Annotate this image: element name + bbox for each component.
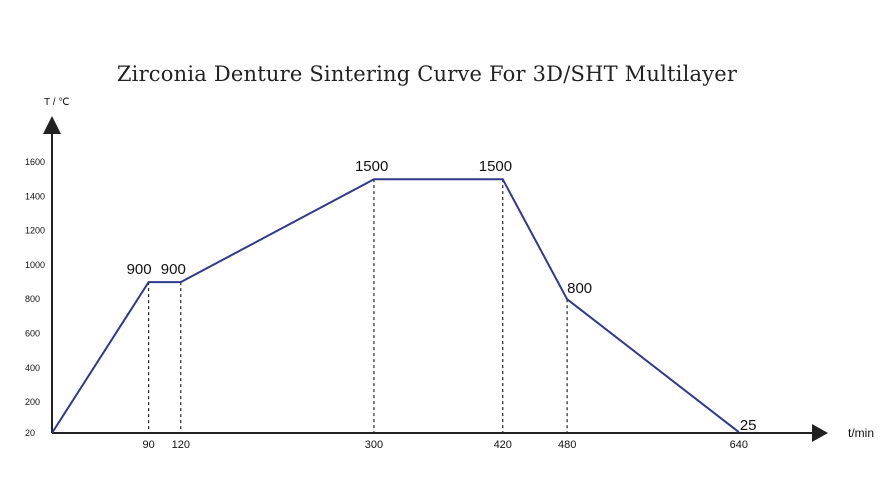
- y-axis-arrow: [43, 116, 61, 134]
- point-value-label: 25: [740, 417, 757, 434]
- point-value-label: 800: [567, 280, 592, 297]
- x-tick-label: 120: [172, 439, 190, 451]
- point-value-label: 900: [127, 261, 152, 278]
- y-tick-label: 800: [25, 294, 40, 304]
- y-tick-label: 1400: [25, 191, 45, 201]
- y-tick-label: 1200: [25, 226, 45, 236]
- y-tick-label: 1000: [25, 260, 45, 270]
- x-tick-label: 90: [142, 439, 154, 451]
- x-axis-label: t/min: [848, 426, 874, 440]
- point-value-label: 1500: [479, 158, 512, 175]
- x-tick-label: 300: [365, 439, 383, 451]
- point-value-label: 900: [161, 261, 186, 278]
- y-tick-label: 600: [25, 329, 40, 339]
- y-tick-label: 20: [25, 428, 35, 438]
- chart-title: Zirconia Denture Sintering Curve For 3D/…: [116, 62, 738, 86]
- x-tick-label: 480: [558, 439, 576, 451]
- x-tick-label: 420: [494, 439, 512, 451]
- y-axis-label: T / ℃: [44, 97, 70, 108]
- point-value-label: 1500: [355, 158, 388, 175]
- series-line: [51, 178, 740, 434]
- x-axis-arrow: [812, 424, 828, 442]
- y-tick-label: 200: [25, 397, 40, 407]
- y-tick-label: 400: [25, 363, 40, 373]
- y-tick-label: 1600: [25, 157, 45, 167]
- x-tick-label: 640: [730, 439, 748, 451]
